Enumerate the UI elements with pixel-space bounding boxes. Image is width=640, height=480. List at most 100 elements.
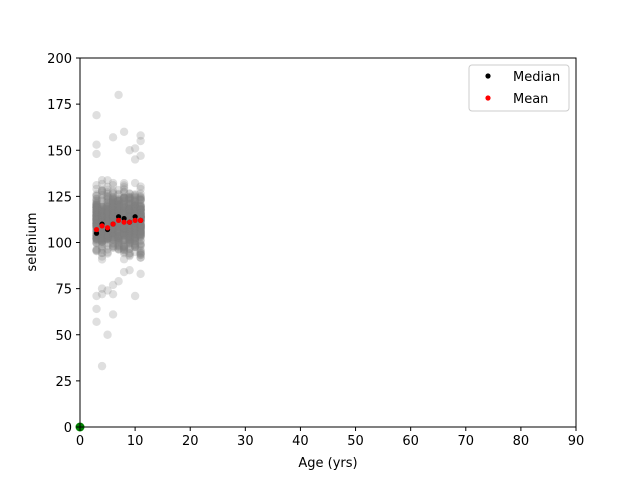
- raw-point: [136, 249, 145, 258]
- legend-box: [468, 64, 570, 112]
- raw-point: [108, 196, 118, 205]
- raw-point-outlier: [136, 151, 145, 160]
- raw-point: [108, 233, 118, 243]
- raw-point: [125, 249, 134, 258]
- raw-point: [103, 230, 112, 240]
- raw-point: [92, 214, 101, 224]
- raw-point: [97, 234, 107, 243]
- raw-point: [92, 200, 101, 209]
- raw-point: [119, 196, 129, 205]
- raw-point: [92, 214, 101, 224]
- raw-point: [114, 190, 123, 199]
- raw-point: [108, 211, 118, 221]
- raw-point: [130, 221, 140, 231]
- raw-point: [114, 206, 123, 216]
- raw-point: [97, 213, 107, 222]
- raw-point: [125, 209, 134, 218]
- raw-point: [125, 222, 134, 232]
- raw-point: [119, 222, 129, 231]
- raw-point: [103, 193, 112, 203]
- raw-point: [130, 199, 140, 209]
- raw-point: [119, 235, 129, 244]
- raw-point: [97, 188, 107, 197]
- raw-point: [108, 229, 118, 239]
- raw-point: [92, 205, 101, 215]
- raw-point: [130, 234, 140, 244]
- raw-point: [92, 199, 101, 209]
- raw-point: [97, 248, 107, 258]
- raw-point: [92, 202, 101, 211]
- raw-point: [103, 211, 112, 220]
- raw-point: [92, 203, 101, 212]
- raw-point: [103, 211, 112, 220]
- raw-point: [103, 212, 112, 221]
- raw-point: [97, 248, 107, 257]
- raw-point: [92, 219, 101, 228]
- raw-point-outlier: [103, 286, 112, 295]
- raw-point: [130, 178, 140, 188]
- raw-point: [97, 227, 107, 236]
- raw-point: [125, 189, 134, 199]
- raw-point: [136, 219, 145, 229]
- raw-point: [92, 246, 101, 255]
- raw-point: [130, 229, 140, 238]
- raw-point: [103, 218, 112, 228]
- raw-point: [97, 234, 107, 243]
- raw-point: [130, 242, 140, 252]
- raw-point: [125, 228, 134, 237]
- raw-point: [114, 199, 123, 209]
- raw-point: [125, 238, 134, 248]
- raw-point: [103, 233, 112, 242]
- raw-point: [125, 222, 134, 231]
- raw-point: [130, 202, 140, 211]
- raw-point: [114, 232, 123, 242]
- raw-point: [92, 198, 101, 207]
- raw-point: [103, 216, 112, 225]
- raw-point: [119, 209, 129, 218]
- raw-point: [136, 204, 145, 214]
- raw-point: [103, 202, 112, 212]
- raw-point: [130, 241, 140, 251]
- raw-point: [130, 220, 140, 229]
- raw-point: [119, 201, 129, 210]
- raw-point: [97, 210, 107, 219]
- raw-point: [136, 248, 145, 257]
- raw-point: [130, 223, 140, 232]
- raw-point: [92, 218, 101, 228]
- raw-point: [103, 200, 112, 210]
- raw-point: [97, 186, 107, 195]
- raw-point: [125, 208, 134, 218]
- raw-point: [125, 251, 134, 261]
- raw-point: [103, 198, 112, 207]
- raw-point: [119, 235, 129, 245]
- raw-point: [119, 242, 129, 251]
- raw-point: [119, 255, 129, 264]
- raw-point-outlier: [92, 304, 101, 314]
- raw-point: [103, 212, 112, 221]
- raw-point: [125, 249, 134, 258]
- raw-point: [119, 230, 129, 240]
- raw-point: [97, 231, 107, 241]
- raw-point-outlier: [136, 136, 145, 146]
- raw-point: [130, 234, 140, 243]
- raw-point: [114, 236, 123, 246]
- raw-point: [136, 222, 145, 231]
- raw-point: [125, 228, 134, 238]
- raw-point: [119, 224, 129, 234]
- raw-point: [130, 202, 140, 211]
- raw-point: [114, 228, 123, 237]
- raw-point: [136, 227, 145, 236]
- raw-point: [97, 210, 107, 220]
- raw-point: [125, 227, 134, 236]
- raw-point: [119, 227, 129, 237]
- raw-point: [97, 176, 107, 185]
- raw-point: [136, 232, 145, 241]
- raw-point-outlier: [103, 330, 112, 339]
- raw-point: [108, 211, 118, 220]
- raw-point: [136, 208, 145, 217]
- y-tick-label: 25: [55, 375, 72, 390]
- raw-point: [125, 205, 134, 215]
- raw-point: [125, 209, 134, 218]
- raw-point: [92, 210, 101, 220]
- raw-point: [103, 176, 112, 185]
